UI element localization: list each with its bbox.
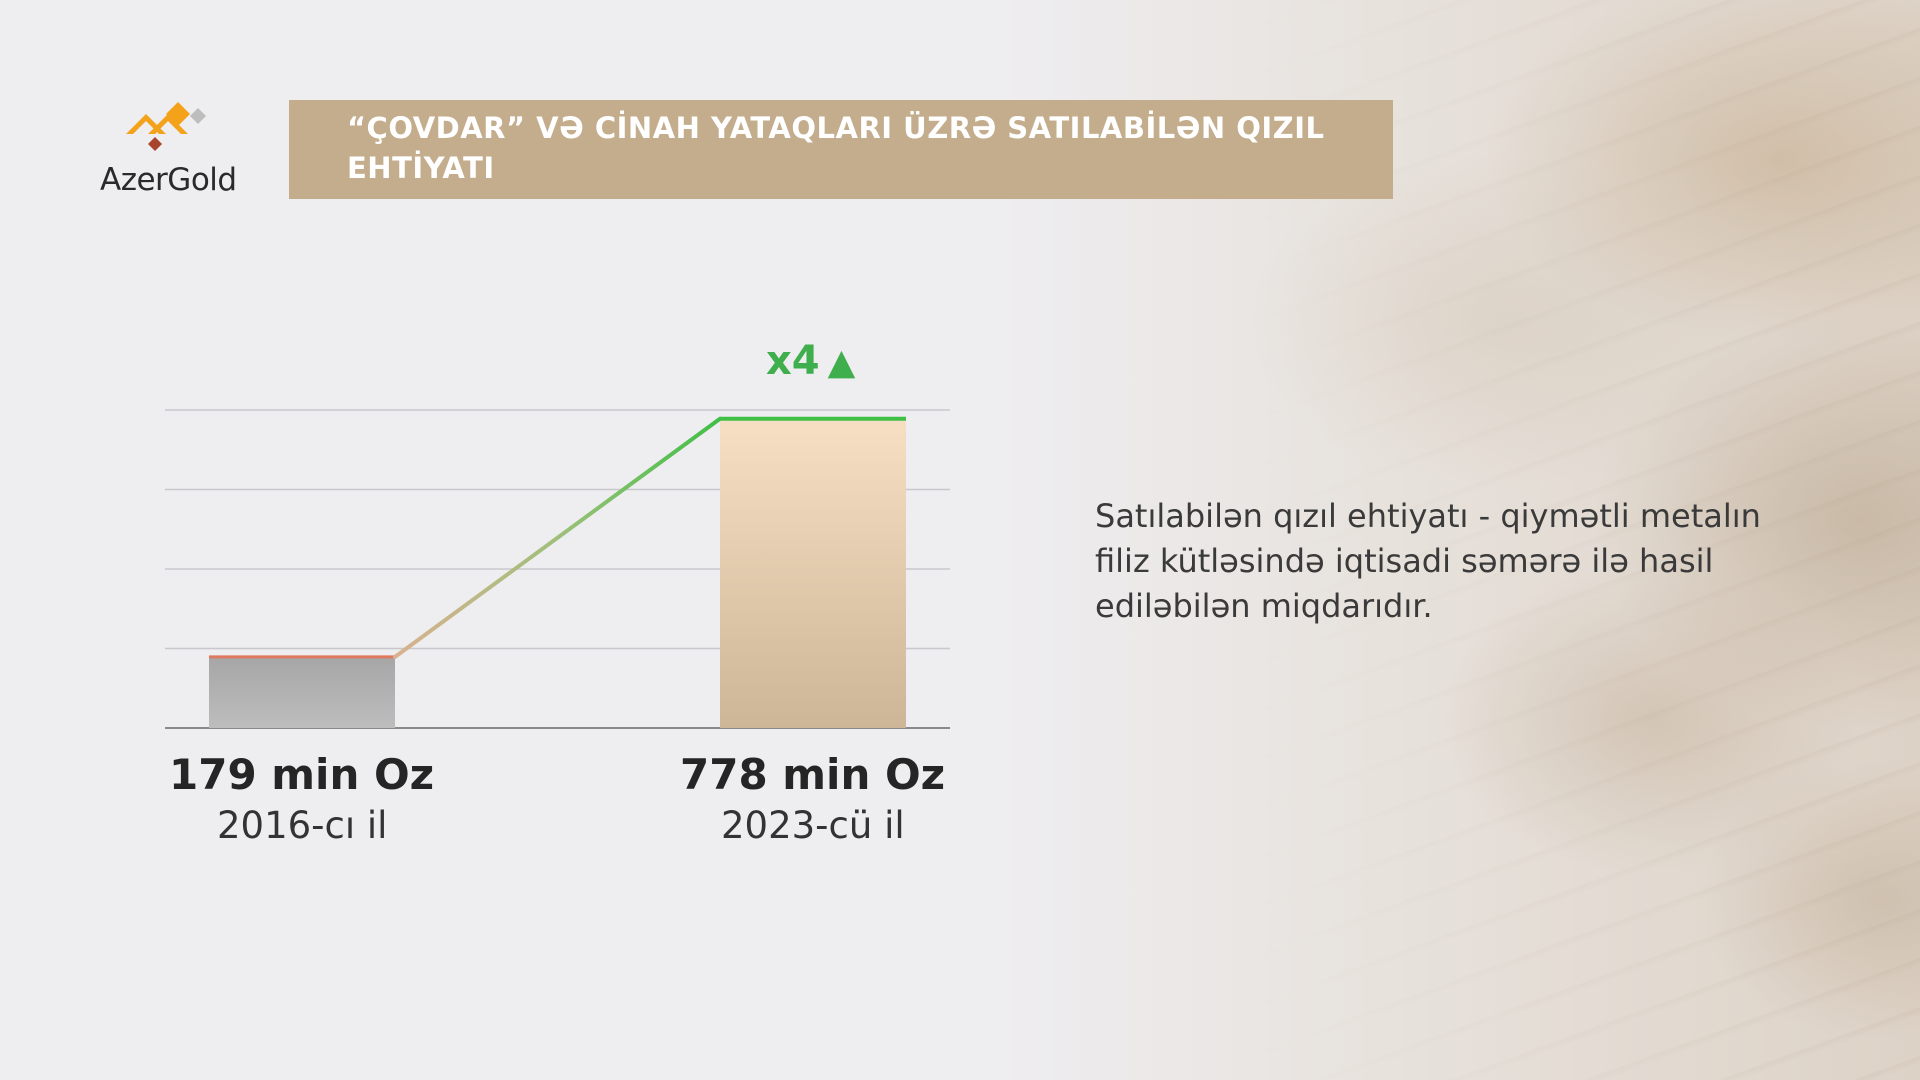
value-label-2023: 778 min Oz bbox=[680, 750, 946, 799]
chart-trend bbox=[393, 416, 722, 659]
description-text: Satılabilən qızıl ehtiyatı - qiymətli me… bbox=[1095, 497, 1761, 625]
logo-wordmark: AzerGold bbox=[100, 162, 237, 198]
bar-2023 bbox=[720, 418, 906, 728]
value-label-2016: 179 min Oz bbox=[169, 750, 435, 799]
growth-multiplier-text: x4 bbox=[766, 338, 820, 384]
chart-bars bbox=[209, 416, 906, 728]
year-label-2023: 2023-cü il bbox=[721, 804, 905, 847]
trend-line bbox=[393, 416, 722, 659]
azergold-logo-mark-icon bbox=[126, 102, 206, 151]
title-banner: “ÇOVDAR” VƏ CİNAH YATAQLARI ÜZRƏ SATILAB… bbox=[289, 100, 1393, 199]
bar-2016 bbox=[209, 656, 395, 728]
growth-multiplier: x4 ▲ bbox=[766, 338, 855, 384]
page-title: “ÇOVDAR” VƏ CİNAH YATAQLARI ÜZRƏ SATILAB… bbox=[347, 111, 1325, 185]
azergold-logo: AzerGold bbox=[96, 96, 246, 206]
year-label-2016: 2016-cı il bbox=[217, 804, 388, 847]
up-triangle-icon: ▲ bbox=[827, 342, 856, 383]
